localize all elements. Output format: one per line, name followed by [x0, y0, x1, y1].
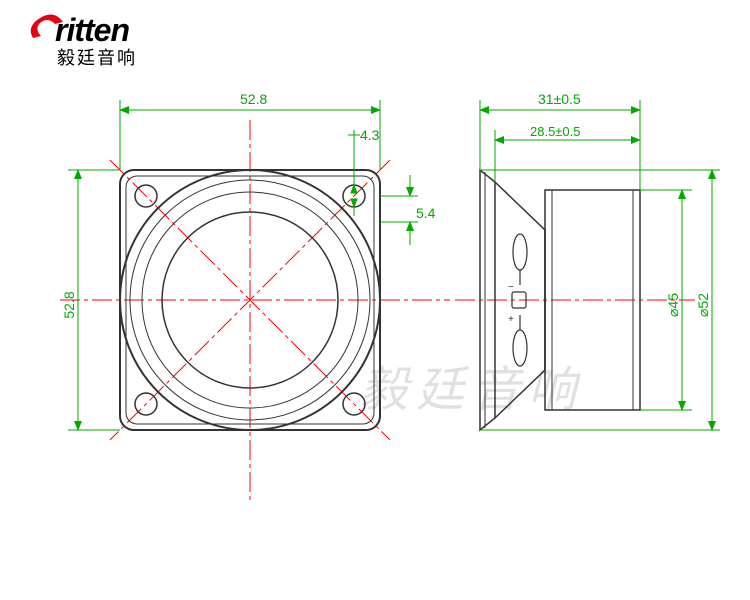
- dim-side-depth-total-label: 31±0.5: [538, 91, 581, 107]
- dim-front-width-label: 52.8: [240, 91, 267, 107]
- dim-side-dia-frame-label: ⌀52: [695, 293, 711, 317]
- dim-side-depth-magnet-label: 28.5±0.5: [530, 124, 581, 139]
- dim-hole-dia-label: 4.3: [360, 127, 380, 143]
- drawing-canvas: 52.8 52.8 4.3 5.4: [0, 0, 750, 600]
- front-centerlines: [60, 120, 450, 500]
- dim-hole-pitch: [380, 175, 418, 245]
- dim-hole-pitch-label: 5.4: [416, 205, 436, 221]
- side-view: − + 31±0.5 28.5±0.5 ⌀45 ⌀52: [455, 91, 720, 430]
- dim-side-dia-magnet-label: ⌀45: [665, 293, 681, 317]
- svg-text:−: −: [508, 282, 514, 293]
- dim-front-height-label: 52.8: [61, 291, 77, 318]
- front-view: 52.8 52.8 4.3 5.4: [60, 91, 450, 500]
- svg-text:+: +: [508, 314, 514, 325]
- dim-side-depth-total: [480, 100, 640, 190]
- dim-hole-dia: [348, 130, 360, 216]
